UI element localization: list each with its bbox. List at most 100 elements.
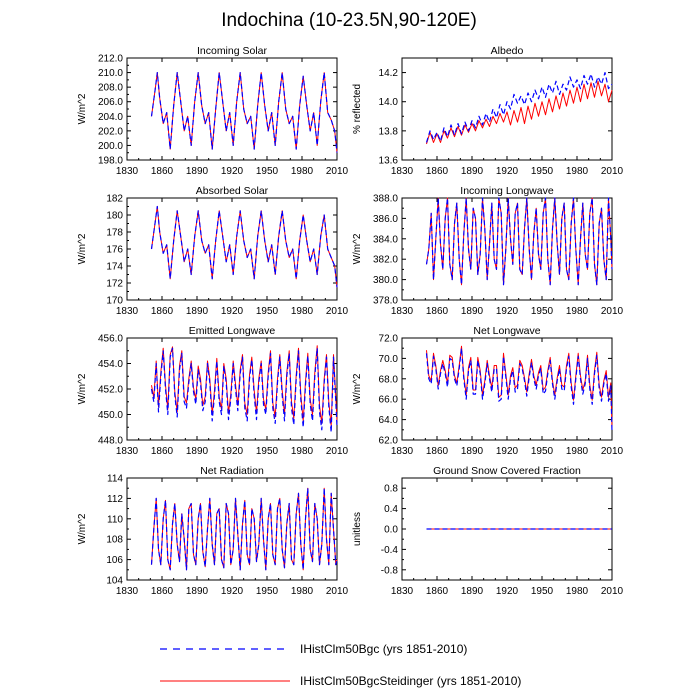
- series-line-ihistclm50bgcsteidinger: [426, 80, 613, 145]
- y-tick-label: 456.0: [98, 334, 123, 345]
- x-tick-label: 1890: [461, 306, 484, 317]
- y-tick-label: 64.0: [379, 415, 399, 426]
- panel-title: Net Radiation: [200, 465, 264, 477]
- x-tick-label: 1860: [151, 166, 174, 177]
- x-tick-label: 2010: [326, 166, 349, 177]
- y-tick-label: 62.0: [379, 436, 399, 447]
- panel-title: Net Longwave: [473, 325, 540, 337]
- x-tick-label: 1890: [186, 446, 209, 457]
- series-line-ihistclm50bgc: [150, 347, 338, 433]
- x-tick-label: 1830: [391, 586, 414, 597]
- y-tick-label: 378.0: [373, 296, 398, 307]
- y-tick-label: 0.0: [384, 525, 398, 536]
- y-tick-label: 106: [106, 555, 123, 566]
- x-tick-label: 1920: [221, 586, 244, 597]
- y-tick-label: 180: [106, 211, 123, 222]
- x-tick-label: 1980: [291, 586, 314, 597]
- x-tick-label: 1890: [461, 166, 484, 177]
- y-tick-label: 182: [106, 194, 123, 205]
- x-tick-label: 1980: [291, 306, 314, 317]
- y-tick-label: 14.0: [379, 97, 399, 108]
- series-line-ihistclm50bgc: [425, 347, 613, 432]
- y-axis-label: unitless: [352, 512, 363, 546]
- chart-panel-ground-snow: Ground Snow Covered Fraction unitless 1830…: [352, 465, 624, 597]
- plot-frame: [126, 57, 338, 161]
- y-tick-label: 382.0: [373, 255, 398, 266]
- y-tick-label: 110: [107, 514, 123, 525]
- panel-title: Incoming Solar: [197, 45, 268, 57]
- panel-title: Absorbed Solar: [196, 185, 269, 197]
- y-tick-label: 0.8: [384, 484, 398, 495]
- y-tick-label: 176: [106, 245, 123, 256]
- y-tick-label: 388.0: [373, 194, 398, 205]
- series-line-ihistclm50bgcsteidinger: [426, 345, 613, 428]
- x-tick-label: 2010: [601, 166, 624, 177]
- x-tick-label: 1920: [221, 166, 244, 177]
- x-tick-label: 1860: [151, 306, 174, 317]
- legend-label-series-2: IHistClm50BgcSteidinger (yrs 1851-2010): [300, 674, 521, 688]
- x-tick-label: 2010: [326, 586, 349, 597]
- y-tick-label: -0.4: [381, 545, 399, 556]
- x-tick-label: 1830: [391, 446, 414, 457]
- x-tick-label: 1890: [186, 166, 209, 177]
- y-tick-label: 0.4: [384, 504, 398, 515]
- y-tick-label: 68.0: [379, 374, 399, 385]
- y-axis-label: W/m^2: [352, 373, 363, 404]
- y-axis-label: W/m^2: [352, 233, 363, 264]
- chart-panel-net-radiation: Net Radiation W/m^2 1830 1860 1890 1920 1950 19…: [77, 465, 349, 597]
- chart-panel-incoming-longwave: Incoming Longwave W/m^2 1830 1860 1890 1920 19…: [352, 185, 624, 317]
- x-tick-label: 1920: [221, 306, 244, 317]
- legend: IHistClm50Bgc (yrs 1851-2010) IHistClm50…: [160, 642, 521, 688]
- y-axis-label: W/m^2: [77, 513, 88, 544]
- chart-panel-albedo: Albedo % reflected 1830 1860 1890 1920 1950 198…: [352, 45, 624, 177]
- y-tick-label: 200.0: [98, 141, 123, 152]
- x-tick-label: 1890: [461, 446, 484, 457]
- y-tick-label: 198.0: [98, 156, 123, 167]
- y-tick-label: 108: [106, 535, 123, 546]
- x-tick-label: 1920: [496, 166, 519, 177]
- x-tick-label: 1890: [186, 586, 209, 597]
- x-tick-label: 1920: [496, 306, 519, 317]
- x-tick-label: 1950: [256, 446, 279, 457]
- y-tick-label: 452.0: [98, 385, 123, 396]
- chart-panel-emitted-longwave: Emitted Longwave W/m^2 1830 1860 1890 1920 195…: [77, 325, 349, 457]
- panel-title: Emitted Longwave: [189, 325, 276, 337]
- x-tick-label: 1860: [426, 306, 449, 317]
- x-tick-label: 2010: [326, 306, 349, 317]
- series-line-ihistclm50bgc: [150, 205, 338, 288]
- x-tick-label: 2010: [326, 446, 349, 457]
- chart-panels: Incoming Solar W/m^2 1830 1860 1890 1920 1950 1…: [77, 45, 624, 597]
- y-axis-label: W/m^2: [77, 373, 88, 404]
- y-tick-label: 210.0: [98, 68, 123, 79]
- x-tick-label: 1860: [426, 446, 449, 457]
- y-tick-label: 450.0: [98, 410, 123, 421]
- x-tick-label: 1860: [426, 166, 449, 177]
- y-axis-label: W/m^2: [77, 93, 88, 124]
- x-tick-label: 1950: [531, 586, 554, 597]
- chart-panel-net-longwave: Net Longwave W/m^2 1830 1860 1890 1920 1950 198…: [352, 325, 624, 457]
- series-line-ihistclm50bgc: [150, 487, 338, 571]
- y-tick-label: 72.0: [379, 334, 399, 345]
- x-tick-label: 1860: [151, 446, 174, 457]
- x-tick-label: 1950: [256, 586, 279, 597]
- y-tick-label: 202.0: [98, 126, 123, 137]
- y-tick-label: 170: [106, 296, 123, 307]
- y-tick-label: 70.0: [379, 354, 399, 365]
- figure-title: Indochina (10-23.5N,90-120E): [221, 10, 477, 31]
- y-axis-label: W/m^2: [77, 233, 88, 264]
- series-line-ihistclm50bgcsteidinger: [151, 206, 338, 288]
- y-tick-label: -0.8: [381, 565, 399, 576]
- panel-title: Ground Snow Covered Fraction: [433, 465, 581, 477]
- x-tick-label: 1830: [391, 306, 414, 317]
- x-tick-label: 1920: [221, 446, 244, 457]
- y-tick-label: 380.0: [373, 275, 398, 286]
- x-tick-label: 1980: [566, 166, 589, 177]
- x-tick-label: 1890: [461, 586, 484, 597]
- series-line-ihistclm50bgc: [425, 197, 613, 286]
- x-tick-label: 1950: [531, 306, 554, 317]
- x-tick-label: 1980: [566, 586, 589, 597]
- y-tick-label: 206.0: [98, 97, 123, 108]
- y-tick-label: 448.0: [98, 436, 123, 447]
- y-tick-label: 384.0: [373, 234, 398, 245]
- x-tick-label: 1830: [116, 166, 139, 177]
